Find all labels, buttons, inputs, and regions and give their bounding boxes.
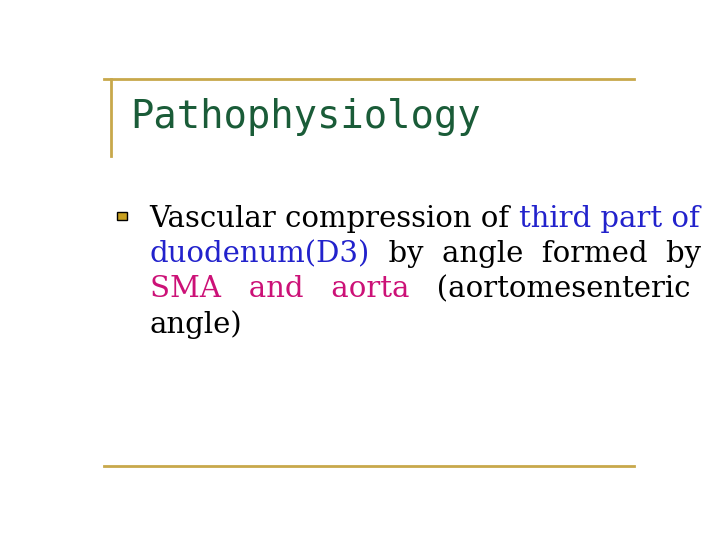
Text: by  angle  formed  by: by angle formed by [370,240,701,268]
Text: Vascular compression of: Vascular compression of [150,205,519,233]
FancyBboxPatch shape [117,212,127,220]
Text: third part of: third part of [519,205,700,233]
Text: Pathophysiology: Pathophysiology [130,98,481,136]
Text: SMA   and   aorta: SMA and aorta [150,275,409,303]
Text: (aortomesenteric: (aortomesenteric [409,275,690,303]
Text: angle): angle) [150,310,243,339]
Text: duodenum(D3): duodenum(D3) [150,240,370,268]
